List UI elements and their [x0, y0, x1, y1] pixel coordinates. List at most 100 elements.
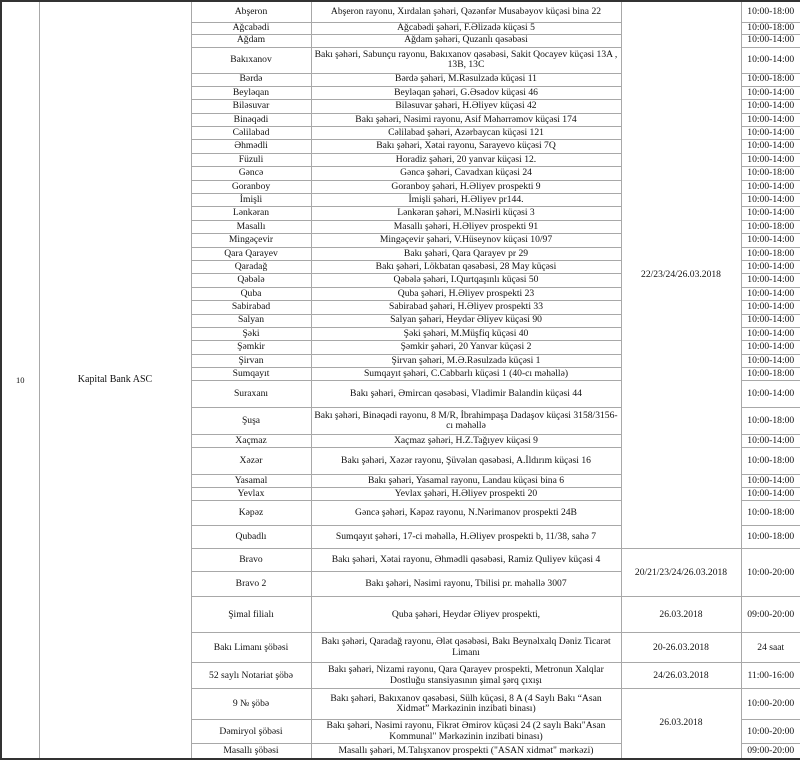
branch-name-cell: Salyan	[190, 313, 312, 328]
address-cell: Cəlilabad şəhəri, Azərbaycan küçəsi 121	[310, 126, 622, 141]
branch-name-cell: Suraxanı	[190, 380, 312, 409]
address-cell: Bakı şəhəri, Yasamal rayonu, Landau küçə…	[310, 474, 622, 489]
address-cell: Yevlax şəhəri, H.Əliyev prospekti 20	[310, 487, 622, 502]
address-cell: Bakı şəhəri, Bakıxanov qəsəbəsi, Sülh kü…	[310, 688, 622, 721]
address-cell: Lənkəran şəhəri, M.Nəsirli küçəsi 3	[310, 206, 622, 221]
hours-cell: 10:00-18:00	[740, 21, 800, 35]
hours-cell: 10:00-18:00	[740, 447, 800, 476]
table-row: Qəbələ Qəbələ şəhəri, I.Qurtqaşınlı küçəs…	[1, 273, 800, 288]
address-cell: Beyləqan şəhəri, G.Əsədov küçəsi 46	[310, 85, 622, 101]
branch-name-cell: Şuşa	[190, 407, 312, 436]
table-row: Masallı şöbəsi Masallı şəhəri, M.Talışxan…	[1, 743, 800, 760]
hours-cell: 09:00-20:00	[740, 596, 800, 634]
address-cell: Bakı şəhəri, Xəzər rayonu, Şüvəlan qəsəb…	[310, 447, 622, 476]
address-cell: Ağdam şəhəri, Quzanlı qəsəbəsi	[310, 33, 622, 48]
branch-name-cell: Qaradağ	[190, 259, 312, 275]
address-cell: Masallı şəhəri, M.Talışxanov prospekti (…	[310, 743, 622, 760]
branch-name-cell: Abşeron	[190, 0, 312, 23]
branch-name-cell: Beyləqan	[190, 85, 312, 101]
branch-name-cell: Xaçmaz	[190, 434, 312, 449]
branch-name-cell: Xəzər	[190, 447, 312, 476]
branch-name-cell: Qara Qarayev	[190, 246, 312, 261]
address-cell: Masallı şəhəri, H.Əliyev prospekti 91	[310, 219, 622, 235]
hours-cell: 10:00-18:00	[740, 166, 800, 181]
table-row: Yasamal Bakı şəhəri, Yasamal rayonu, Land…	[1, 474, 800, 489]
address-cell: Şəmkir şəhəri, 20 Yanvar küçəsi 2	[310, 340, 622, 355]
table-row: Binəqədi Bakı şəhəri, Nəsimi rayonu, Asif…	[1, 112, 800, 128]
address-cell: Gəncə şəhəri, Kəpəz rayonu, N.Nərimanov …	[310, 500, 622, 527]
branch-name-cell: Bravo	[190, 548, 312, 573]
hours-cell: 10:00-18:00	[740, 72, 800, 87]
branch-name-cell: Qəbələ	[190, 273, 312, 288]
branch-name-cell: Masallı şöbəsi	[190, 743, 312, 760]
address-cell: Qəbələ şəhəri, I.Qurtqaşınlı küçəsi 50	[310, 273, 622, 288]
address-cell: Bakı şəhəri, Nəsimi rayonu, Fikrət Əmiro…	[310, 719, 622, 745]
table-row: Xəzər Bakı şəhəri, Xəzər rayonu, Şüvəlan …	[1, 447, 800, 476]
branch-name-cell: Ağdam	[190, 33, 312, 48]
branch-name-cell: Mingəçevir	[190, 233, 312, 248]
table-row: Şuşa Bakı şəhəri, Binəqədi rayonu, 8 M/R,…	[1, 407, 800, 436]
hours-cell: 10:00-14:00	[740, 434, 800, 449]
bank-name-cell: Kapital Bank ASC	[38, 0, 192, 760]
address-cell: Quba şəhəri, Heydər Əliyev prospekti,	[310, 596, 622, 634]
branch-name-cell: Bərdə	[190, 72, 312, 87]
table-row: Suraxanı Bakı şəhəri, Əmircan qəsəbəsi, V…	[1, 380, 800, 409]
hours-cell: 10:00-14:00	[740, 233, 800, 248]
branch-name-cell: Lənkəran	[190, 206, 312, 221]
address-cell: Horadiz şəhəri, 20 yanvar küçəsi 12.	[310, 152, 622, 168]
branch-name-cell: Qubadlı	[190, 525, 312, 550]
address-cell: Bakı şəhəri, Lökbatan qəsəbəsi, 28 May k…	[310, 259, 622, 275]
hours-cell: 10:00-14:00	[740, 112, 800, 128]
table-row: Gəncə Gəncə şəhəri, Cavadxan küçəsi 24 10:…	[1, 166, 800, 181]
branch-name-cell: Şəmkir	[190, 340, 312, 355]
address-cell: Şəki şəhəri, M.Müşfiq küçəsi 40	[310, 326, 622, 342]
hours-cell: 10:00-18:00	[740, 525, 800, 550]
table-row: Beyləqan Beyləqan şəhəri, G.Əsədov küçəsi…	[1, 85, 800, 101]
hours-cell: 10:00-14:00	[740, 487, 800, 502]
hours-cell: 10:00-14:00	[740, 353, 800, 369]
address-cell: Sumqayıt şəhəri, C.Cabbarlı küçəsi 1 (40…	[310, 367, 622, 382]
address-cell: Bakı şəhəri, Nəsimi rayonu, Tbilisi pr. …	[310, 571, 622, 598]
address-cell: Şirvan şəhəri, M.Ə.Rəsulzadə küçəsi 1	[310, 353, 622, 369]
address-cell: Bakı şəhəri, Nəsimi rayonu, Asif Məhərrə…	[310, 112, 622, 128]
branch-name-cell: Cəlilabad	[190, 126, 312, 141]
branch-name-cell: Biləsuvar	[190, 99, 312, 114]
address-cell: Ağcabədi şəhəri, F.Əlizadə küçəsi 5	[310, 21, 622, 35]
table-row: Kəpəz Gəncə şəhəri, Kəpəz rayonu, N.Nərim…	[1, 500, 800, 527]
hours-cell: 10:00-18:00	[740, 219, 800, 235]
hours-cell: 10:00-18:00	[740, 500, 800, 527]
branch-name-cell: Bravo 2	[190, 571, 312, 598]
branch-name-cell: Kəpəz	[190, 500, 312, 527]
branch-name-cell: Quba	[190, 286, 312, 302]
address-cell: Bakı şəhəri, Xətai rayonu, Sarayevo küçə…	[310, 139, 622, 154]
address-cell: Goranboy şəhəri, H.Əliyev prospekti 9	[310, 179, 622, 195]
hours-cell: 10:00-14:00	[740, 286, 800, 302]
hours-cell: 10:00-14:00	[740, 300, 800, 315]
table-row: 52 saylı Notariat şöbə Bakı şəhəri, Nizam…	[1, 662, 800, 690]
address-cell: Salyan şəhəri, Heydər Əliyev küçəsi 90	[310, 313, 622, 328]
hours-cell: 10:00-14:00	[740, 474, 800, 489]
table-row: Cəlilabad Cəlilabad şəhəri, Azərbaycan kü…	[1, 126, 800, 141]
hours-cell: 10:00-14:00	[740, 152, 800, 168]
branch-name-cell: Sabirabad	[190, 300, 312, 315]
table-row: Bərdə Bərdə şəhəri, M.Rəsulzadə küçəsi 11…	[1, 72, 800, 87]
hours-cell: 10:00-14:00	[740, 139, 800, 154]
date-cell: 24/26.03.2018	[620, 662, 742, 690]
hours-cell: 09:00-20:00	[740, 743, 800, 760]
table-row: Bravo 2 Bakı şəhəri, Nəsimi rayonu, Tbili…	[1, 571, 800, 598]
hours-cell: 10:00-14:00	[740, 340, 800, 355]
row-number-cell: 10	[0, 0, 40, 760]
hours-cell: 10:00-14:00	[740, 179, 800, 195]
branch-name-cell: 9 № şöbə	[190, 688, 312, 721]
hours-cell: 24 saat	[740, 632, 800, 664]
table-row: Şəmkir Şəmkir şəhəri, 20 Yanvar küçəsi 2 1…	[1, 340, 800, 355]
hours-cell: 10:00-18:00	[740, 407, 800, 436]
address-cell: Biləsuvar şəhəri, H.Əliyev küçəsi 42	[310, 99, 622, 114]
table-row: Bakıxanov Bakı şəhəri, Sabunçu rayonu, Ba…	[1, 46, 800, 74]
branch-name-cell: Dəmiryol şöbəsi	[190, 719, 312, 745]
date-cell: 20/21/23/24/26.03.2018	[620, 548, 742, 598]
date-cell: 26.03.2018	[620, 596, 742, 634]
address-cell: Bakı şəhəri, Sabunçu rayonu, Bakıxanov q…	[310, 46, 622, 74]
